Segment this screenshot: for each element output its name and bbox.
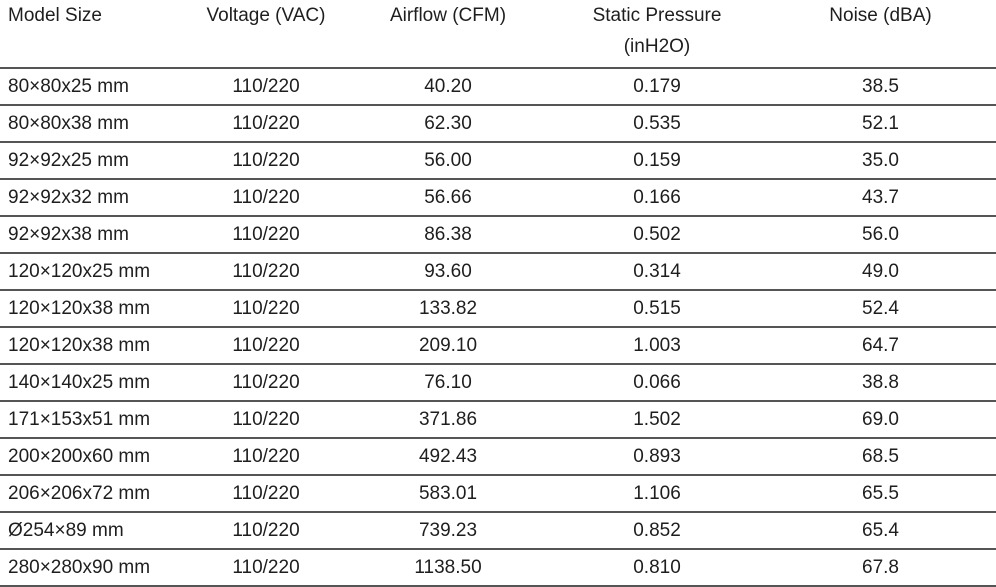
cell-static-pressure: 0.852 [549, 511, 765, 549]
cell-model-size: 92×92x38 mm [0, 215, 185, 253]
table-row: 120×120x38 mm 110/220 133.82 0.515 52.4 [0, 289, 996, 327]
cell-voltage: 110/220 [185, 363, 347, 401]
cell-voltage: 110/220 [185, 215, 347, 253]
cell-static-pressure: 0.159 [549, 141, 765, 179]
cell-voltage: 110/220 [185, 511, 347, 549]
cell-airflow: 492.43 [347, 437, 549, 475]
cell-static-pressure: 0.166 [549, 178, 765, 216]
table-row: 92×92x25 mm 110/220 56.00 0.159 35.0 [0, 141, 996, 179]
cell-noise: 65.4 [765, 511, 996, 549]
cell-model-size: Ø254×89 mm [0, 511, 185, 549]
header-row: Model Size Voltage (VAC) Airflow (CFM) S… [0, 0, 996, 68]
cell-noise: 67.8 [765, 548, 996, 587]
cell-airflow: 1138.50 [347, 548, 549, 587]
cell-voltage: 110/220 [185, 548, 347, 587]
cell-airflow: 93.60 [347, 252, 549, 290]
cell-static-pressure: 0.535 [549, 104, 765, 142]
cell-voltage: 110/220 [185, 289, 347, 327]
cell-airflow: 583.01 [347, 474, 549, 512]
cell-voltage: 110/220 [185, 141, 347, 179]
cell-voltage: 110/220 [185, 474, 347, 512]
cell-static-pressure: 0.502 [549, 215, 765, 253]
cell-noise: 68.5 [765, 437, 996, 475]
table-row: 80×80x38 mm 110/220 62.30 0.535 52.1 [0, 104, 996, 142]
cell-airflow: 56.00 [347, 141, 549, 179]
table-row: 80×80x25 mm 110/220 40.20 0.179 38.5 [0, 67, 996, 105]
cell-static-pressure: 0.810 [549, 548, 765, 587]
cell-static-pressure: 0.893 [549, 437, 765, 475]
cell-static-pressure: 1.502 [549, 400, 765, 438]
cell-model-size: 120×120x38 mm [0, 289, 185, 327]
cell-airflow: 371.86 [347, 400, 549, 438]
table-row: 280×280x90 mm 110/220 1138.50 0.810 67.8 [0, 548, 996, 587]
table-row: 206×206x72 mm 110/220 583.01 1.106 65.5 [0, 474, 996, 512]
table-row: 171×153x51 mm 110/220 371.86 1.502 69.0 [0, 400, 996, 438]
cell-voltage: 110/220 [185, 104, 347, 142]
cell-voltage: 110/220 [185, 252, 347, 290]
table-row: 140×140x25 mm 110/220 76.10 0.066 38.8 [0, 363, 996, 401]
cell-noise: 56.0 [765, 215, 996, 253]
table-row: 92×92x38 mm 110/220 86.38 0.502 56.0 [0, 215, 996, 253]
cell-noise: 38.8 [765, 363, 996, 401]
cell-model-size: 140×140x25 mm [0, 363, 185, 401]
table-row: 120×120x25 mm 110/220 93.60 0.314 49.0 [0, 252, 996, 290]
cell-model-size: 280×280x90 mm [0, 548, 185, 587]
header-noise: Noise (dBA) [829, 5, 932, 26]
cell-voltage: 110/220 [185, 326, 347, 364]
cell-static-pressure: 0.066 [549, 363, 765, 401]
cell-airflow: 86.38 [347, 215, 549, 253]
header-model-size: Model Size [8, 5, 102, 26]
cell-noise: 49.0 [765, 252, 996, 290]
cell-model-size: 92×92x25 mm [0, 141, 185, 179]
cell-airflow: 40.20 [347, 67, 549, 105]
cell-airflow: 133.82 [347, 289, 549, 327]
cell-noise: 52.4 [765, 289, 996, 327]
cell-airflow: 62.30 [347, 104, 549, 142]
cell-noise: 43.7 [765, 178, 996, 216]
cell-model-size: 92×92x32 mm [0, 178, 185, 216]
cell-model-size: 200×200x60 mm [0, 437, 185, 475]
header-static-pressure: Static Pressure (inH2O) [549, 0, 765, 68]
cell-model-size: 171×153x51 mm [0, 400, 185, 438]
table-row: 120×120x38 mm 110/220 209.10 1.003 64.7 [0, 326, 996, 364]
cell-model-size: 80×80x25 mm [0, 67, 185, 105]
cell-noise: 52.1 [765, 104, 996, 142]
cell-static-pressure: 0.314 [549, 252, 765, 290]
cell-static-pressure: 0.515 [549, 289, 765, 327]
cell-static-pressure: 0.179 [549, 67, 765, 105]
cell-airflow: 56.66 [347, 178, 549, 216]
cell-voltage: 110/220 [185, 67, 347, 105]
cell-voltage: 110/220 [185, 400, 347, 438]
cell-noise: 38.5 [765, 67, 996, 105]
cell-model-size: 120×120x38 mm [0, 326, 185, 364]
header-airflow: Airflow (CFM) [389, 5, 507, 26]
cell-model-size: 120×120x25 mm [0, 252, 185, 290]
cell-airflow: 76.10 [347, 363, 549, 401]
table-row: 200×200x60 mm 110/220 492.43 0.893 68.5 [0, 437, 996, 475]
table-row: 92×92x32 mm 110/220 56.66 0.166 43.7 [0, 178, 996, 216]
cell-noise: 35.0 [765, 141, 996, 179]
cell-noise: 69.0 [765, 400, 996, 438]
cell-static-pressure: 1.106 [549, 474, 765, 512]
cell-voltage: 110/220 [185, 437, 347, 475]
cell-model-size: 206×206x72 mm [0, 474, 185, 512]
table-row: Ø254×89 mm 110/220 739.23 0.852 65.4 [0, 511, 996, 549]
cell-model-size: 80×80x38 mm [0, 104, 185, 142]
cell-airflow: 209.10 [347, 326, 549, 364]
header-static-line2: (inH2O) [623, 36, 691, 57]
header-static-line1: Static Pressure [592, 5, 722, 26]
cell-voltage: 110/220 [185, 178, 347, 216]
cell-noise: 64.7 [765, 326, 996, 364]
cell-static-pressure: 1.003 [549, 326, 765, 364]
cell-noise: 65.5 [765, 474, 996, 512]
cell-airflow: 739.23 [347, 511, 549, 549]
header-voltage: Voltage (VAC) [206, 5, 326, 26]
